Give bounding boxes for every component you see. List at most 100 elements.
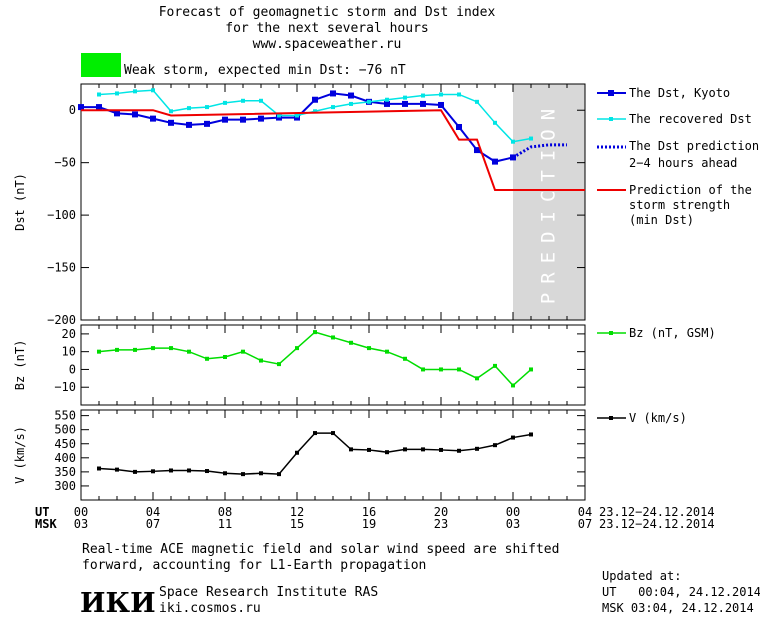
msk-tick-label: 03 — [74, 517, 88, 531]
data-point-the-dst-kyoto — [276, 114, 282, 121]
data-point-bz-nt-gsm — [151, 346, 155, 351]
y-axis-label: Dst (nT) — [13, 173, 27, 231]
data-point-the-recovered-dst — [529, 136, 533, 141]
data-point-the-dst-kyoto — [240, 116, 246, 123]
series-line-prediction-of-the-storm-strength-min-dst — [81, 109, 585, 191]
data-point-the-dst-kyoto — [456, 124, 462, 131]
data-point-v-km-s — [439, 447, 443, 452]
data-point-v-km-s — [529, 432, 533, 437]
ut-tick-label: 04 — [146, 505, 160, 519]
chart-title-line1: Forecast of geomagnetic storm and Dst in… — [159, 5, 496, 20]
series-line-v-km-s — [98, 432, 532, 475]
legend-dst-kyoto: The Dst, Kyoto — [629, 86, 730, 100]
msk-tick-label: 19 — [362, 517, 376, 531]
data-point-v-km-s — [313, 431, 317, 436]
data-point-v-km-s — [223, 471, 227, 476]
data-point-the-recovered-dst — [97, 92, 101, 97]
institute-website: iki.cosmos.ru — [159, 601, 261, 616]
ut-date-range: 23.12−24.12.2014 — [599, 505, 715, 519]
legend-min-dst-2: storm strength — [629, 198, 730, 212]
bz-panel: 20 10 0 −10 Bz (nT) — [13, 324, 586, 406]
legend-dst-kyoto-marker — [608, 90, 614, 96]
y-tick-label: 0 — [69, 362, 76, 376]
data-point-the-dst-kyoto — [258, 115, 264, 122]
data-point-bz-nt-gsm — [529, 367, 533, 372]
dst-panel: PREDICTION 0 −50 −100 −150 −200 Dst (nT) — [13, 83, 586, 327]
data-point-the-dst-kyoto — [168, 119, 174, 126]
data-point-v-km-s — [97, 466, 101, 471]
y-tick-label: −200 — [47, 313, 76, 327]
data-point-v-km-s — [241, 472, 245, 477]
data-point-v-km-s — [511, 435, 515, 440]
institute-name: Space Research Institute RAS — [159, 585, 378, 600]
chart-title-line2: for the next several hours — [225, 21, 429, 36]
msk-tick-label: 03 — [506, 517, 520, 531]
data-point-the-recovered-dst — [277, 113, 281, 118]
data-point-the-recovered-dst — [349, 101, 353, 106]
footer-note-line2: forward, accounting for L1-Earth propaga… — [82, 558, 426, 573]
data-point-the-recovered-dst — [367, 99, 371, 104]
storm-indicator-box — [81, 53, 121, 77]
data-point-bz-nt-gsm — [493, 363, 497, 368]
data-point-bz-nt-gsm — [457, 367, 461, 372]
y-tick-label: 300 — [54, 479, 76, 493]
data-point-the-recovered-dst — [187, 106, 191, 111]
data-point-bz-nt-gsm — [331, 335, 335, 340]
legend-dst-prediction-1: The Dst prediction — [629, 139, 759, 153]
ut-tick-label: 04 — [578, 505, 592, 519]
plot-frame — [80, 409, 586, 501]
data-point-the-recovered-dst — [439, 92, 443, 97]
data-point-the-dst-kyoto — [312, 96, 318, 103]
ut-tick-label: 00 — [506, 505, 520, 519]
data-point-bz-nt-gsm — [295, 346, 299, 351]
data-point-bz-nt-gsm — [385, 349, 389, 354]
y-axis-label: V (km/s) — [13, 426, 27, 484]
legend-min-dst-1: Prediction of the — [629, 183, 752, 197]
y-tick-label: −150 — [47, 261, 76, 275]
data-point-bz-nt-gsm — [367, 346, 371, 351]
storm-label: Weak storm, expected min Dst: −76 nT — [124, 63, 406, 78]
data-point-the-dst-kyoto — [78, 104, 84, 111]
data-point-v-km-s — [133, 469, 137, 474]
data-point-the-recovered-dst — [223, 100, 227, 105]
data-point-v-km-s — [385, 450, 389, 455]
ut-tick-label: 20 — [434, 505, 448, 519]
ut-tick-label: 08 — [218, 505, 232, 519]
prediction-band-label: PREDICTION — [538, 100, 560, 304]
updated-msk: MSK 03:04, 24.12.2014 — [602, 601, 754, 615]
y-tick-label: 500 — [54, 423, 76, 437]
data-point-the-recovered-dst — [205, 105, 209, 110]
legend-dst-recovered-marker — [609, 117, 613, 121]
data-point-v-km-s — [349, 447, 353, 452]
legend-min-dst-3: (min Dst) — [629, 213, 694, 227]
updated-ut: UT 00:04, 24.12.2014 — [602, 585, 760, 599]
data-point-v-km-s — [259, 471, 263, 476]
data-point-the-recovered-dst — [115, 91, 119, 96]
data-point-v-km-s — [475, 446, 479, 451]
data-point-the-recovered-dst — [475, 99, 479, 104]
ut-axis-label: UT — [35, 505, 49, 519]
data-point-bz-nt-gsm — [223, 355, 227, 359]
data-point-v-km-s — [169, 468, 173, 473]
data-point-bz-nt-gsm — [313, 330, 317, 335]
data-point-bz-nt-gsm — [349, 340, 353, 345]
data-point-the-recovered-dst — [133, 89, 137, 94]
data-point-bz-nt-gsm — [241, 349, 245, 354]
iki-logo: ИКИ — [80, 588, 156, 619]
data-point-the-recovered-dst — [511, 139, 515, 144]
updated-label: Updated at: — [602, 569, 681, 583]
data-point-the-recovered-dst — [241, 98, 245, 103]
data-point-v-km-s — [367, 447, 371, 452]
ut-tick-label: 16 — [362, 505, 376, 519]
ut-tick-label: 12 — [290, 505, 304, 519]
data-point-the-dst-kyoto — [132, 111, 138, 118]
data-point-bz-nt-gsm — [511, 383, 515, 388]
legend-dst-recovered: The recovered Dst — [629, 112, 752, 126]
data-point-the-recovered-dst — [313, 109, 317, 114]
data-point-v-km-s — [457, 448, 461, 453]
data-point-v-km-s — [295, 450, 299, 455]
msk-tick-label: 07 — [578, 517, 592, 531]
y-axis-label: Bz (nT) — [13, 340, 27, 391]
data-point-the-recovered-dst — [169, 109, 173, 114]
